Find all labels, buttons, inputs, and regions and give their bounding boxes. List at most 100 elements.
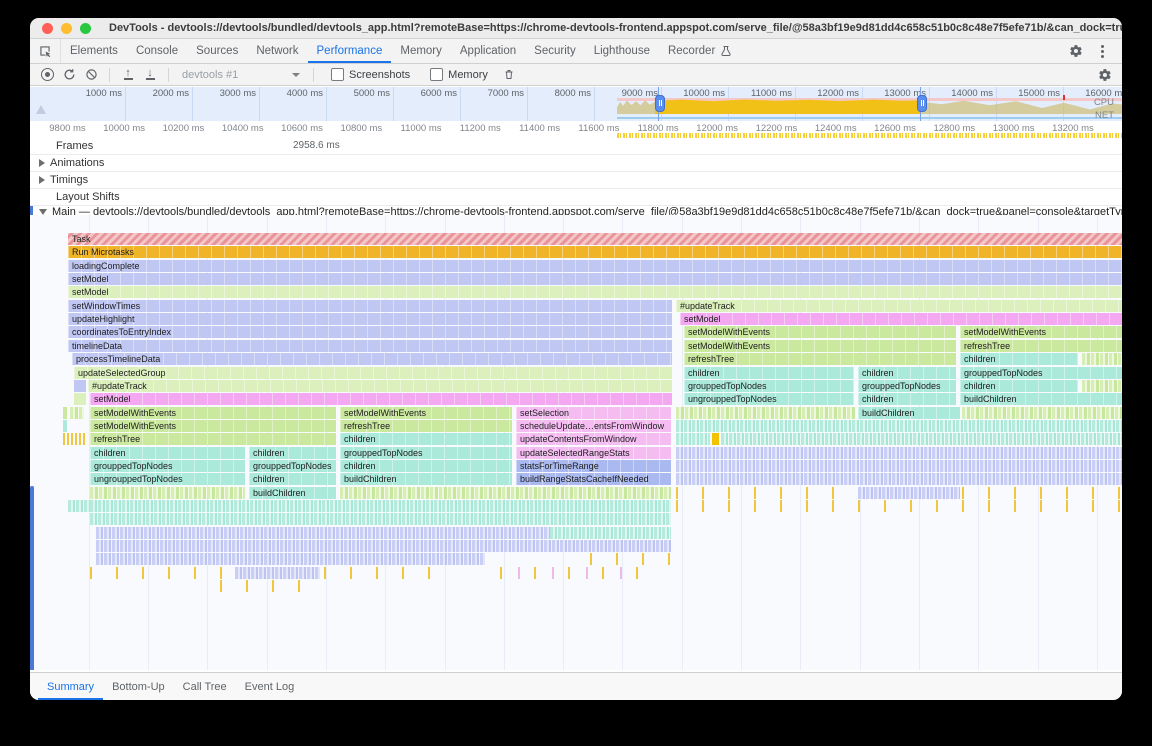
flame-activity[interactable]: [858, 486, 960, 499]
collapse-arrow-icon[interactable]: [39, 159, 45, 167]
flame-activity[interactable]: [1082, 353, 1122, 366]
flame-bar-task[interactable]: Task: [68, 233, 1122, 245]
tab-network[interactable]: Network: [247, 39, 307, 63]
reload-and-record-icon[interactable]: [60, 66, 78, 84]
tab-performance[interactable]: Performance: [308, 39, 392, 63]
tab-application[interactable]: Application: [451, 39, 525, 63]
flame-activity[interactable]: [96, 526, 550, 539]
flame-bar-processtimelinedata[interactable]: processTimelineData: [72, 353, 672, 366]
flame-bar-children[interactable]: children: [858, 366, 956, 379]
flame-bar-loadingcomplete[interactable]: loadingComplete: [68, 259, 1122, 272]
timeline-overview[interactable]: 1000 ms 2000 ms 3000 ms 4000 ms 5000 ms 6000 …: [30, 87, 1122, 121]
flame-activity[interactable]: [90, 500, 671, 512]
tab-memory[interactable]: Memory: [391, 39, 451, 63]
load-profile-icon[interactable]: ↑: [123, 67, 133, 80]
flame-bar-setmodelwithevents[interactable]: setModelWithEvents: [90, 419, 336, 432]
flame-activity[interactable]: [721, 433, 1122, 446]
flame-bar-children[interactable]: children: [340, 459, 512, 472]
tab-lighthouse[interactable]: Lighthouse: [585, 39, 659, 63]
flame-bar-children[interactable]: children: [249, 473, 336, 486]
flame-bar-children[interactable]: children: [960, 353, 1078, 366]
flame-activity[interactable]: [676, 473, 1122, 486]
flame-activity[interactable]: [676, 459, 1122, 472]
flame-bar-setmodelwithevents[interactable]: setModelWithEvents: [960, 326, 1122, 339]
close-window-button[interactable]: [42, 22, 53, 34]
flame-activity[interactable]: [590, 553, 671, 566]
track-timings[interactable]: Timings: [30, 172, 1122, 189]
flame-bar-refreshtree[interactable]: refreshTree: [960, 339, 1122, 352]
flame-bar-setmodelwithevents[interactable]: setModelWithEvents: [684, 326, 956, 339]
tab-elements[interactable]: Elements: [61, 39, 127, 63]
flame-bar-setmodel[interactable]: setModel: [68, 286, 1122, 299]
flame-activity[interactable]: [90, 486, 245, 499]
flame-activity[interactable]: [96, 553, 485, 566]
flame-bar-scheduleupdate-entsfromwindow[interactable]: scheduleUpdate…entsFromWindow: [516, 419, 671, 432]
tab-recorder[interactable]: Recorder: [659, 39, 741, 63]
flame-bar-grouppedtopnodes[interactable]: grouppedTopNodes: [90, 459, 245, 472]
flame-bar-children[interactable]: children: [249, 446, 336, 459]
flame-activity[interactable]: [1082, 379, 1122, 392]
flame-bar-buildchildren[interactable]: buildChildren: [858, 406, 960, 419]
flame-bar-setwindowtimes[interactable]: setWindowTimes: [68, 299, 672, 312]
flame-bar-grouppedtopnodes[interactable]: grouppedTopNodes: [858, 379, 956, 392]
track-layout-shifts[interactable]: Layout Shifts: [30, 189, 1122, 206]
flame-bar-updateselectedgroup[interactable]: updateSelectedGroup: [74, 366, 672, 379]
selection-left-handle[interactable]: [655, 95, 665, 112]
flame-activity[interactable]: [74, 379, 86, 392]
record-icon[interactable]: [38, 66, 56, 84]
details-tab-call-tree[interactable]: Call Tree: [182, 680, 227, 693]
flame-bar-buildchildren[interactable]: buildChildren: [249, 486, 336, 499]
flame-bar-ungrouppedtopnodes[interactable]: ungrouppedTopNodes: [90, 473, 245, 486]
minimize-window-button[interactable]: [61, 22, 72, 34]
flame-bar-buildchildren[interactable]: buildChildren: [960, 393, 1122, 406]
flame-activity[interactable]: [550, 526, 671, 539]
tab-console[interactable]: Console: [127, 39, 187, 63]
more-options-icon[interactable]: [1092, 41, 1112, 61]
flame-bar-grouppedtopnodes[interactable]: grouppedTopNodes: [960, 366, 1122, 379]
flame-bar-children[interactable]: children: [960, 379, 1078, 392]
zoom-window-button[interactable]: [80, 22, 91, 34]
flame-activity[interactable]: [676, 446, 1122, 459]
flame-bar-setselection[interactable]: setSelection: [516, 406, 671, 419]
capture-settings-gear-icon[interactable]: [1096, 66, 1122, 84]
garbage-collect-icon[interactable]: [500, 66, 518, 84]
tab-security[interactable]: Security: [525, 39, 585, 63]
memory-checkbox[interactable]: Memory: [430, 68, 488, 81]
flame-bar-setmodel[interactable]: setModel: [90, 393, 672, 406]
track-animations[interactable]: Animations: [30, 155, 1122, 172]
flame-bar-setmodel[interactable]: setModel: [680, 313, 1122, 326]
flame-bar-run-microtasks[interactable]: Run Microtasks: [68, 246, 1122, 259]
tab-sources[interactable]: Sources: [187, 39, 247, 63]
flame-bar-refreshtree[interactable]: refreshTree: [684, 353, 956, 366]
flame-activity[interactable]: [676, 419, 1122, 432]
flame-activity[interactable]: [500, 566, 650, 579]
flame-bar-#updatetrack[interactable]: #updateTrack: [88, 379, 672, 392]
collapse-arrow-icon[interactable]: [39, 176, 45, 184]
flame-activity[interactable]: [90, 513, 671, 526]
flame-activity[interactable]: [676, 500, 1122, 512]
flame-bar-updatecontentsfromwindow[interactable]: updateContentsFromWindow: [516, 433, 671, 446]
memory-checkbox-box[interactable]: [430, 68, 444, 81]
flame-activity[interactable]: [340, 486, 671, 499]
flame-bar-statsfortimerange[interactable]: statsForTimeRange: [516, 459, 671, 472]
expand-arrow-icon[interactable]: [39, 209, 47, 215]
flame-bar-setmodelwithevents[interactable]: setModelWithEvents: [684, 339, 956, 352]
flame-activity[interactable]: [962, 486, 1122, 499]
details-tab-summary[interactable]: Summary: [38, 673, 103, 700]
flame-activity[interactable]: [63, 406, 67, 419]
flame-chart[interactable]: Task Run Microtasks loadingComplete setMode…: [30, 215, 1122, 670]
flame-activity[interactable]: [712, 433, 719, 446]
flame-activity[interactable]: [676, 433, 710, 446]
flame-activity[interactable]: [96, 540, 671, 553]
flame-bar-#updatetrack[interactable]: #updateTrack: [676, 299, 1122, 312]
screenshots-checkbox[interactable]: Screenshots: [331, 68, 410, 81]
flame-bar-children[interactable]: children: [90, 446, 245, 459]
details-tab-bottom-up[interactable]: Bottom-Up: [112, 680, 165, 693]
flame-bar-buildrangestatscacheifneeded[interactable]: buildRangeStatsCacheIfNeeded: [516, 473, 671, 486]
settings-gear-icon[interactable]: [1066, 41, 1086, 61]
timeline-ruler[interactable]: 9800 ms 10000 ms 10200 ms 10400 ms 10600 ms 1…: [30, 121, 1122, 139]
flame-bar-ungrouppedtopnodes[interactable]: ungrouppedTopNodes: [684, 393, 854, 406]
flame-bar-timelinedata[interactable]: timelineData: [68, 339, 672, 352]
flame-bar-children[interactable]: children: [858, 393, 956, 406]
flame-activity[interactable]: [68, 500, 90, 512]
